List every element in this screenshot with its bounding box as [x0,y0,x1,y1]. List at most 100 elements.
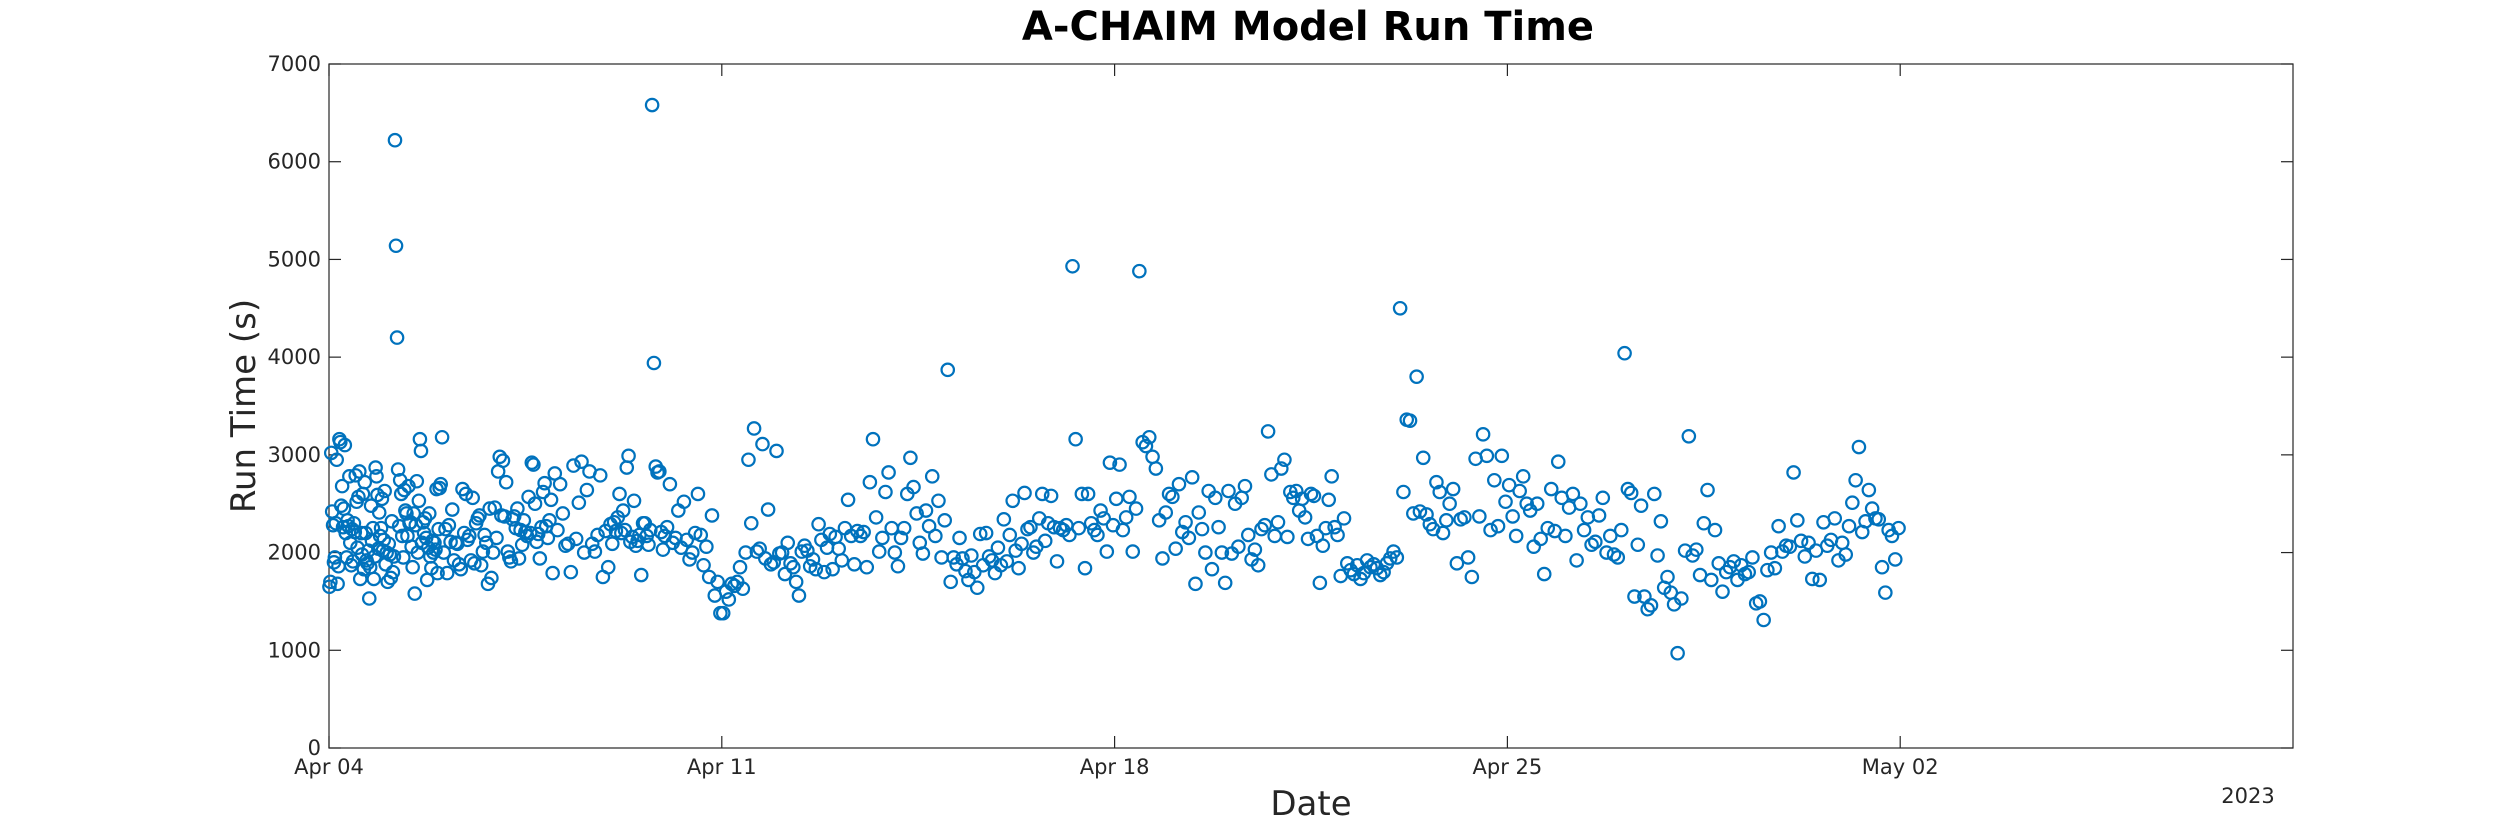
data-point [943,574,958,590]
data-point [408,517,424,533]
data-point [1099,544,1115,559]
data-point [893,530,909,546]
data-point [1096,511,1111,526]
data-point [786,559,801,575]
data-point [644,97,660,113]
data-point [1080,486,1096,502]
data-point [1074,486,1090,502]
data-point [1793,533,1809,549]
data-point [735,581,751,597]
y-tick-label: 7000 [268,52,321,76]
data-point [1389,550,1405,565]
data-point [370,487,385,503]
data-point [346,515,362,531]
data-point [1623,485,1639,501]
data-point [1536,566,1552,582]
data-point [1396,484,1411,500]
data-point [1845,495,1860,511]
data-point [934,550,949,565]
data-point [1122,489,1137,505]
data-point [1483,522,1498,538]
data-point [1848,472,1863,488]
data-point [467,556,482,571]
data-point [780,535,796,551]
data-point [444,502,460,517]
data-point [436,545,452,560]
y-axis: 0 1000 2000 3000 4000 5000 6000 7000 [268,52,2293,760]
data-point [510,501,525,516]
data-point [348,468,363,483]
data-point [1670,645,1685,661]
data-point [511,551,527,566]
data-point [906,479,921,495]
data-point [699,539,714,555]
data-point [1171,476,1187,492]
data-point [825,561,840,577]
data-point [336,501,352,516]
data-point [811,516,826,532]
data-point [1083,515,1099,531]
data-point [693,527,709,543]
data-point [574,454,589,469]
plot-frame [328,63,2294,749]
data-point [662,476,678,492]
data-point [1376,564,1391,580]
x-tick-label: Apr 04 [294,755,364,779]
data-point [896,520,912,536]
data-point [405,559,420,575]
data-point [972,526,988,542]
data-point [1633,498,1649,513]
data-point [1460,550,1476,565]
data-point [1707,522,1723,538]
data-point [337,437,353,453]
data-point [940,362,956,378]
data-point [334,478,350,494]
data-point [397,482,412,498]
y-tick-label: 4000 [268,345,321,369]
data-point [1277,452,1292,468]
data-point [465,490,480,506]
data-point [1617,345,1632,361]
data-point [357,474,373,490]
data-point [690,486,706,502]
data-point [1569,553,1584,568]
data-point [1254,521,1269,537]
data-point [924,469,940,484]
data-point [1321,492,1337,508]
data-point [1841,518,1857,534]
data-point [931,493,946,509]
data-point [393,486,409,502]
data-point [808,561,824,577]
data-point [1327,519,1342,535]
data-point [1034,486,1050,502]
data-point [1363,559,1378,575]
data-point [495,453,511,469]
plot-area [328,63,2294,749]
data-point [1445,481,1461,497]
data-point [685,545,700,560]
data-point [497,509,512,524]
data-point [646,355,662,371]
data-point [1168,541,1183,556]
data-point [1090,527,1105,543]
data-point [1515,469,1531,484]
data-point [1315,538,1331,554]
data-point [1188,576,1203,592]
data-point [434,429,450,445]
data-point [592,468,608,483]
data-point [1653,514,1669,529]
data-point [600,559,616,575]
data-point [1306,488,1322,504]
data-point [1620,481,1636,497]
data-point [915,546,931,561]
data-point [1533,531,1549,547]
data-point [676,494,692,510]
data-point [1112,457,1127,472]
data-point [485,545,501,560]
data-point [1429,474,1444,490]
data-point [389,330,405,345]
data-point [1247,542,1263,557]
data-point [1250,557,1266,573]
data-point [967,564,982,580]
data-point [377,483,392,499]
